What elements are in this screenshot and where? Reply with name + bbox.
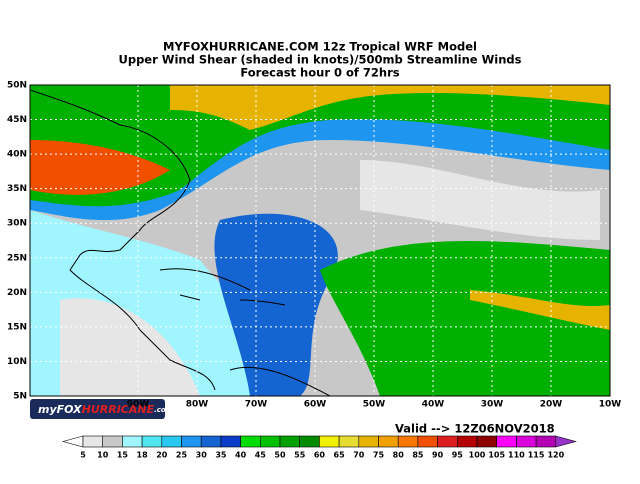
colorbar-label: 50 — [274, 451, 286, 460]
colorbar-label: 115 — [528, 451, 545, 460]
colorbar-label: 110 — [508, 451, 525, 460]
colorbar-box — [319, 435, 340, 448]
logo-part: .com — [154, 406, 173, 414]
colorbar-box — [496, 435, 517, 448]
colorbar-box — [181, 435, 202, 448]
lat-label: 50N — [7, 81, 27, 91]
colorbar-label: 18 — [137, 451, 149, 460]
colorbar-label: 65 — [334, 451, 346, 460]
lat-label: 15N — [7, 322, 27, 332]
lon-label: 20W — [540, 400, 563, 410]
colorbar-box — [476, 435, 498, 448]
colorbar-label: 10 — [97, 451, 109, 460]
colorbar-box — [516, 435, 537, 448]
colorbar-box — [122, 435, 143, 448]
logo-part: HURRICANE — [82, 403, 155, 416]
colorbar-box — [456, 435, 478, 448]
colorbar-label: 120 — [547, 451, 564, 460]
colorbar-label: 40 — [235, 451, 247, 460]
subtitle: Upper Wind Shear (shaded in knots)/500mb… — [119, 53, 522, 67]
graticule — [30, 85, 610, 396]
map — [30, 85, 610, 396]
colorbar-label: 75 — [373, 451, 385, 460]
colorbar-label: 55 — [294, 451, 306, 460]
valid-time: Valid --> 12Z06NOV2018 — [395, 422, 555, 436]
lon-label: 60W — [304, 400, 327, 410]
colorbar-box — [378, 435, 399, 448]
colorbar-box — [141, 435, 163, 448]
lat-label: 35N — [7, 184, 27, 194]
colorbar-label: 70 — [353, 451, 365, 460]
colorbar-box — [535, 435, 557, 448]
colorbar-box — [102, 435, 123, 448]
colorbar-box — [220, 435, 241, 448]
colorbar-label: 35 — [215, 451, 227, 460]
lon-label: 70W — [245, 400, 268, 410]
colorbar-box — [161, 435, 182, 448]
lon-label: 90W — [127, 400, 150, 410]
colorbar-box — [437, 435, 458, 448]
lon-label: 40W — [422, 400, 445, 410]
colorbar-label: 85 — [412, 451, 424, 460]
colorbar-box — [417, 435, 438, 448]
logo: myFOXHURRICANE.com — [30, 399, 173, 419]
logo-part: FOX — [57, 403, 82, 416]
colorbar-end — [555, 435, 577, 448]
colorbar-box — [259, 435, 281, 448]
colorbar-box — [279, 435, 301, 448]
logo-text: myFOXHURRICANE.com — [38, 403, 173, 416]
lon-label: 10W — [599, 400, 622, 410]
lat-label: 25N — [7, 253, 27, 263]
lat-label: 20N — [7, 288, 27, 298]
colorbar-label: 100 — [469, 451, 486, 460]
subtitle: Forecast hour 0 of 72hrs — [240, 66, 399, 80]
colorbar-box — [82, 435, 104, 448]
colorbar-label: 25 — [176, 451, 188, 460]
lat-label: 10N — [7, 357, 27, 367]
colorbar: 5 10 15 18 20 25 30 35 40 45 50 55 60 65 70 75 80 85 90 95 1… — [61, 435, 577, 460]
lat-label: 45N — [7, 115, 27, 125]
colorbar-box — [338, 435, 360, 448]
title: MYFOXHURRICANE.COM 12z Tropical WRF Mode… — [163, 40, 477, 54]
colorbar-label: 15 — [117, 451, 129, 460]
lat-label: 5N — [13, 392, 27, 402]
colorbar-box — [299, 435, 320, 448]
colorbar-box — [200, 435, 222, 448]
logo-part: my — [38, 403, 57, 416]
map-frame — [29, 84, 611, 397]
colorbar-box — [397, 435, 419, 448]
colorbar-label: 45 — [255, 451, 267, 460]
colorbar-label: 60 — [314, 451, 326, 460]
colorbar-label: 80 — [393, 451, 405, 460]
colorbar-box — [240, 435, 261, 448]
colorbar-label: 30 — [196, 451, 208, 460]
colorbar-label: 5 — [80, 451, 86, 460]
lon-label: 30W — [481, 400, 504, 410]
colorbar-label: 20 — [156, 451, 168, 460]
lat-label: 40N — [7, 150, 27, 160]
logo-box — [30, 399, 165, 419]
colorbar-label: 105 — [488, 451, 505, 460]
lon-label: 80W — [186, 400, 209, 410]
lat-label: 30N — [7, 219, 27, 229]
colorbar-label: 90 — [432, 451, 444, 460]
colorbar-label: 95 — [452, 451, 464, 460]
lon-label: 50W — [363, 400, 386, 410]
colorbar-box — [358, 435, 379, 448]
